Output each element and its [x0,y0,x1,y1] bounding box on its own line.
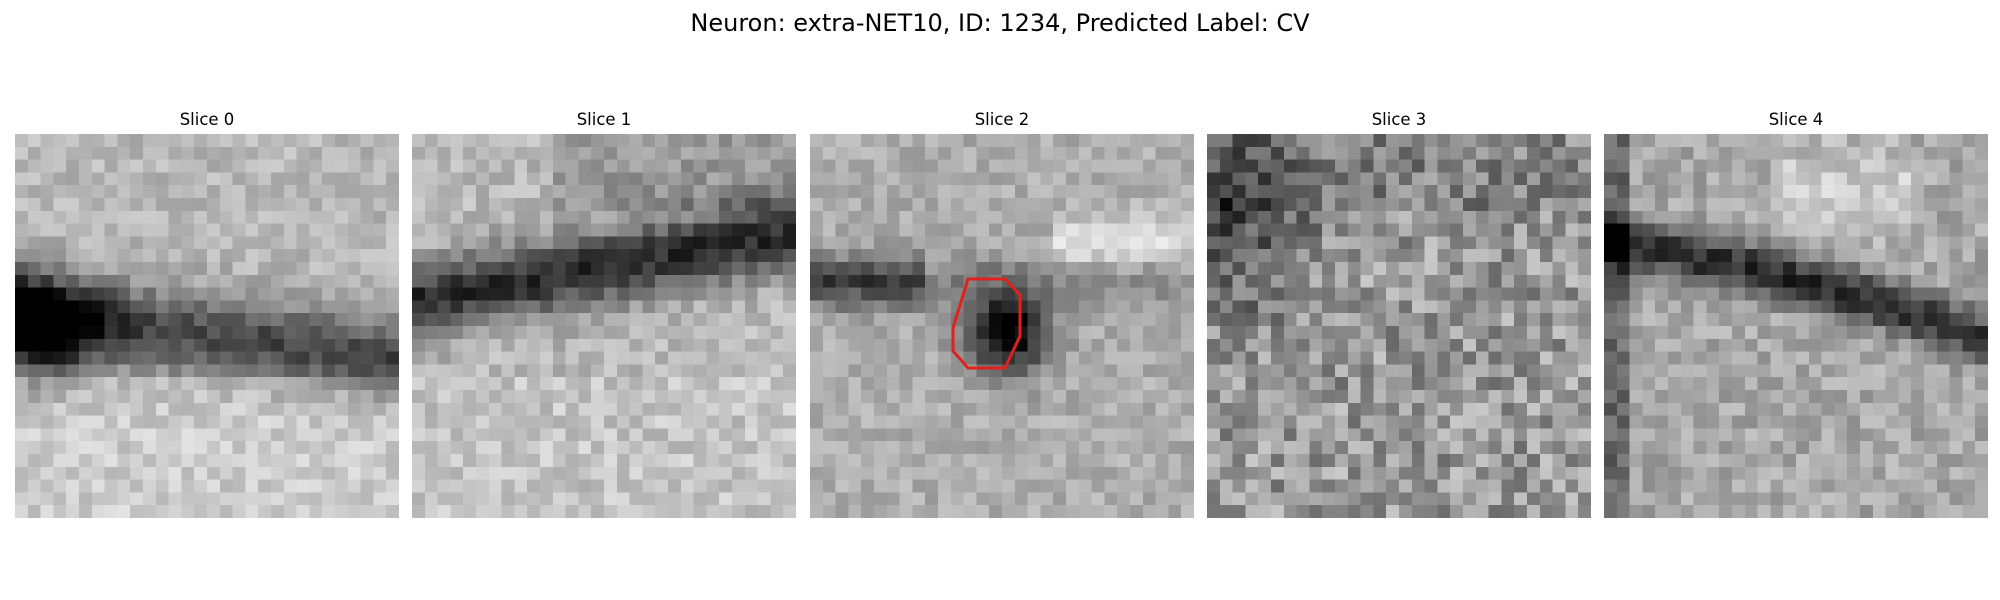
slice-panel-0: Slice 0 [15,108,399,518]
slice-title-0: Slice 0 [179,110,235,129]
slice-panel-3: Slice 3 [1207,108,1591,518]
slice-title-1: Slice 1 [576,110,632,129]
slice-image-2 [810,134,1194,518]
slice-image-3 [1207,134,1591,518]
slice-image-1 [412,134,796,518]
slice-title-2: Slice 2 [974,110,1030,129]
slice-title-3: Slice 3 [1371,110,1427,129]
slice-title-4: Slice 4 [1768,110,1824,129]
figure-title: Neuron: extra-NET10, ID: 1234, Predicted… [690,9,1310,37]
slice-panel-1: Slice 1 [412,108,796,518]
slice-image-0 [15,134,399,518]
slice-image-4 [1604,134,1988,518]
slice-panel-2: Slice 2 [810,108,1194,518]
slice-panel-4: Slice 4 [1604,108,1988,518]
